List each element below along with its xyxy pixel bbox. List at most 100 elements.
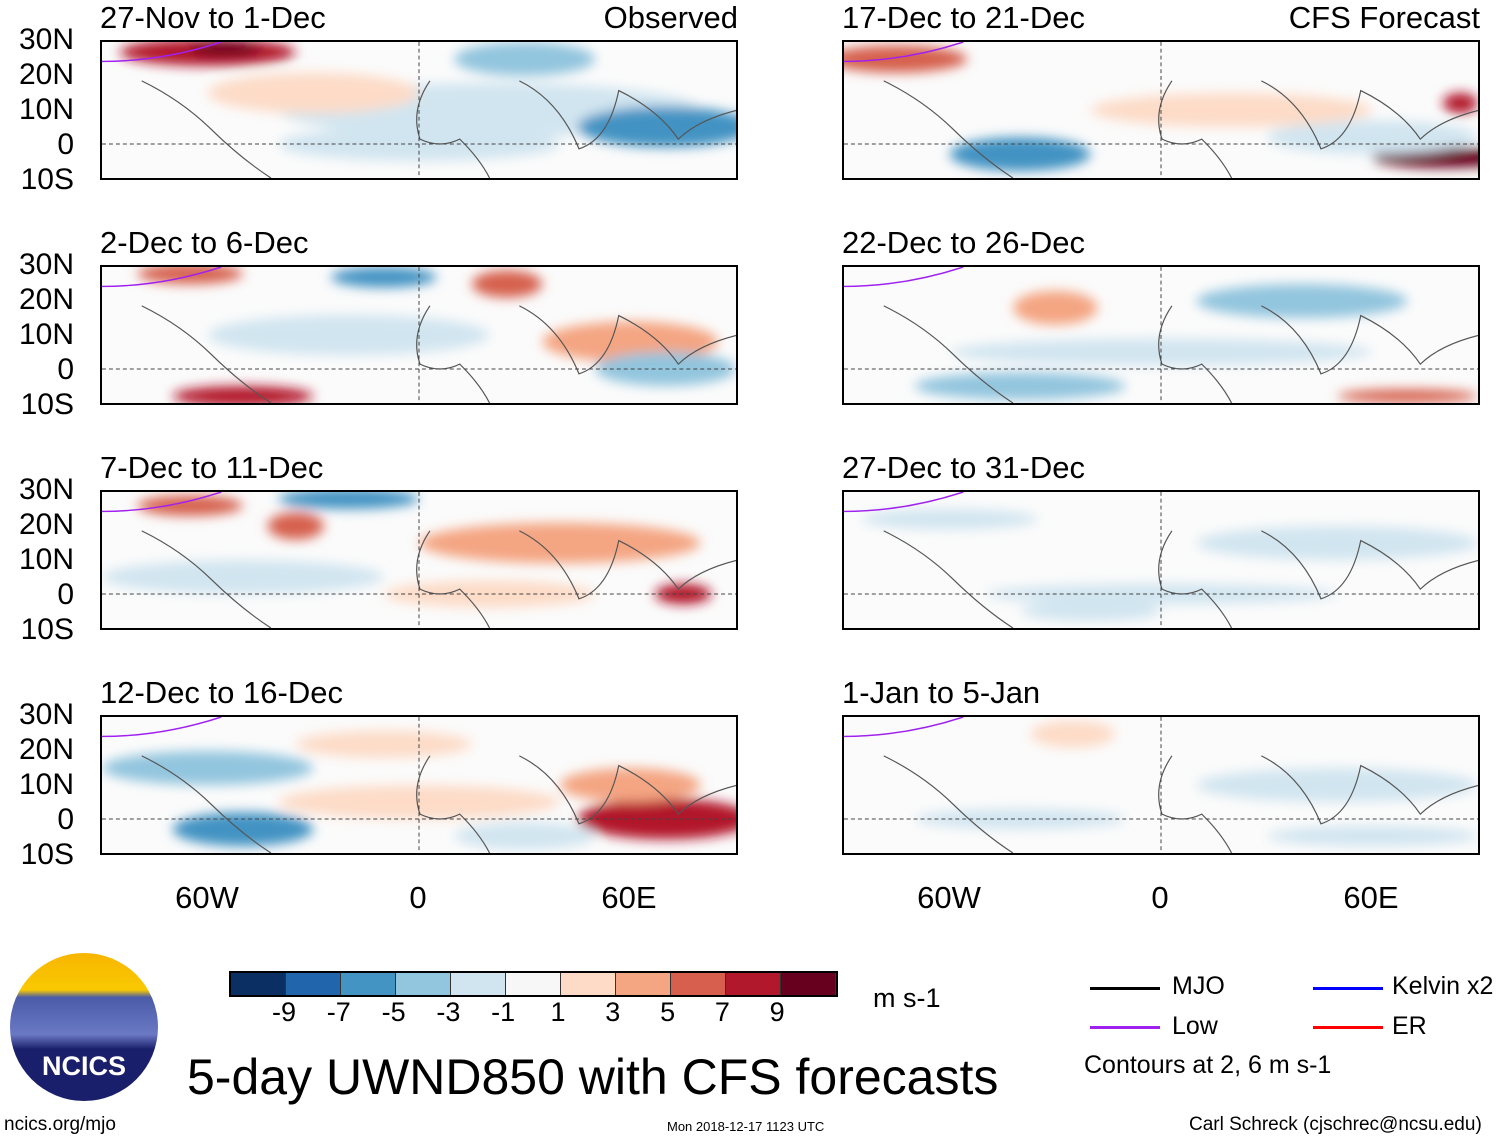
colorbar-swatch: [671, 973, 726, 995]
lat-label: 30N: [18, 698, 74, 731]
lat-label: 20N: [18, 283, 74, 316]
colorbar-swatch: [726, 973, 781, 995]
legend-mjo: MJO: [1172, 972, 1225, 1000]
colorbar-swatch: [341, 973, 396, 995]
lon-label: 60E: [1343, 880, 1399, 915]
wind-anomaly-shading: [419, 522, 701, 564]
panel-title: 7-Dec to 11-Dec: [100, 450, 324, 485]
lat-label: 0: [57, 353, 74, 386]
low-contour: [844, 267, 964, 288]
wind-anomaly-shading: [137, 495, 243, 516]
colorbar-label: 9: [769, 997, 785, 1027]
wind-anomaly-shading: [1020, 600, 1161, 622]
colorbar-swatch: [616, 973, 671, 995]
wind-anomaly-shading: [454, 822, 596, 850]
map-panel: [100, 715, 738, 855]
wind-anomaly-shading: [1013, 290, 1098, 325]
low-contour: [102, 267, 222, 288]
lat-label: 10N: [18, 93, 74, 126]
lat-label: 10N: [18, 768, 74, 801]
logo-text: NCICS: [41, 1051, 126, 1081]
lat-label: 10S: [20, 388, 74, 421]
lat-label: 0: [57, 128, 74, 161]
low-contour: [102, 717, 222, 738]
colorbar-label: 7: [714, 997, 730, 1027]
legend-er: ER: [1392, 1012, 1427, 1040]
colorbar-label: -5: [381, 997, 406, 1027]
lon-label: 0: [1151, 880, 1169, 915]
footer-author: Carl Schreck (cjschrec@ncsu.edu): [1189, 1114, 1482, 1135]
low-legend-line: [1090, 1026, 1160, 1029]
lat-label: 10N: [18, 543, 74, 576]
wind-anomaly-shading: [295, 730, 472, 758]
lat-label: 0: [57, 578, 74, 611]
wind-anomaly-shading: [331, 267, 437, 288]
colorbar-label: -3: [436, 997, 461, 1027]
mjo-legend-line: [1090, 987, 1160, 990]
panel-title: 12-Dec to 16-Dec: [100, 675, 343, 710]
map-panel: [100, 490, 738, 630]
wind-anomaly-shading: [278, 492, 419, 509]
legend-low: Low: [1172, 1012, 1218, 1040]
wind-anomaly-shading: [207, 314, 490, 356]
lat-label: 0: [57, 803, 74, 836]
wind-anomaly-shading: [172, 386, 314, 403]
wind-anomaly-shading: [577, 106, 736, 148]
legend-kelvin: Kelvin x2: [1392, 972, 1494, 1000]
panel-title: 27-Dec to 31-Dec: [842, 450, 1085, 485]
low-contour: [102, 42, 222, 63]
wind-anomaly-shading: [471, 270, 543, 298]
figure-title: 5-day UWND850 with CFS forecasts: [187, 1049, 999, 1105]
wind-anomaly-shading: [559, 768, 701, 802]
lat-label: 30N: [18, 248, 74, 281]
colorbar-swatch: [561, 973, 616, 995]
wind-anomaly-shading: [383, 580, 595, 608]
low-contour: [844, 42, 964, 63]
wind-anomaly-shading: [1337, 389, 1478, 403]
wind-anomaly-shading: [914, 372, 1126, 400]
wind-anomaly-shading: [949, 137, 1091, 172]
wind-anomaly-shading: [542, 321, 719, 363]
wind-anomaly-shading: [172, 812, 314, 847]
footer-timestamp: Mon 2018-12-17 1123 UTC: [667, 1119, 825, 1134]
panel-title: 17-Dec to 21-Dec: [842, 0, 1085, 35]
footer-url[interactable]: ncics.org/mjo: [4, 1114, 116, 1135]
lat-label: 30N: [18, 23, 74, 56]
wind-anomaly-shading: [102, 751, 314, 785]
colorbar-swatch: [396, 973, 451, 995]
wind-anomaly-shading: [1266, 825, 1478, 847]
map-panel: [842, 715, 1480, 855]
wind-anomaly-shading: [1196, 768, 1478, 802]
panel-source-label: CFS Forecast: [1288, 0, 1480, 35]
panel-title: 27-Nov to 1-Dec: [100, 0, 326, 35]
colorbar-label: 1: [550, 997, 566, 1027]
er-legend-line: [1313, 1026, 1383, 1029]
wind-anomaly-shading: [1196, 526, 1478, 560]
wind-anomaly-shading: [1442, 93, 1478, 114]
lat-label: 10N: [18, 318, 74, 351]
colorbar-swatch: [231, 973, 286, 995]
lon-label: 60E: [601, 880, 657, 915]
wind-anomaly-shading: [1196, 284, 1408, 318]
lat-label: 10S: [20, 613, 74, 646]
wind-anomaly-shading: [454, 42, 596, 76]
colorbar-units: m s-1: [873, 983, 941, 1013]
wind-anomaly-shading: [267, 512, 324, 540]
colorbar-label: 3: [605, 997, 621, 1027]
lat-label: 20N: [18, 733, 74, 766]
colorbar-label: -1: [491, 997, 516, 1027]
colorbar-label: -7: [326, 997, 351, 1027]
map-panel: [842, 490, 1480, 630]
wind-anomaly-shading: [577, 798, 736, 840]
wind-anomaly-shading: [102, 560, 384, 594]
colorbar-swatch: [286, 973, 341, 995]
lon-label: 60W: [175, 880, 239, 915]
ncics-logo: NCICS: [10, 953, 158, 1101]
lat-label: 20N: [18, 508, 74, 541]
wind-anomaly-shading: [1266, 120, 1478, 155]
wind-anomaly-shading: [1090, 93, 1373, 127]
map-panel: [100, 40, 738, 180]
map-panel: [842, 265, 1480, 405]
panel-source-label: Observed: [603, 0, 738, 35]
kelvin-legend-line: [1313, 987, 1383, 990]
